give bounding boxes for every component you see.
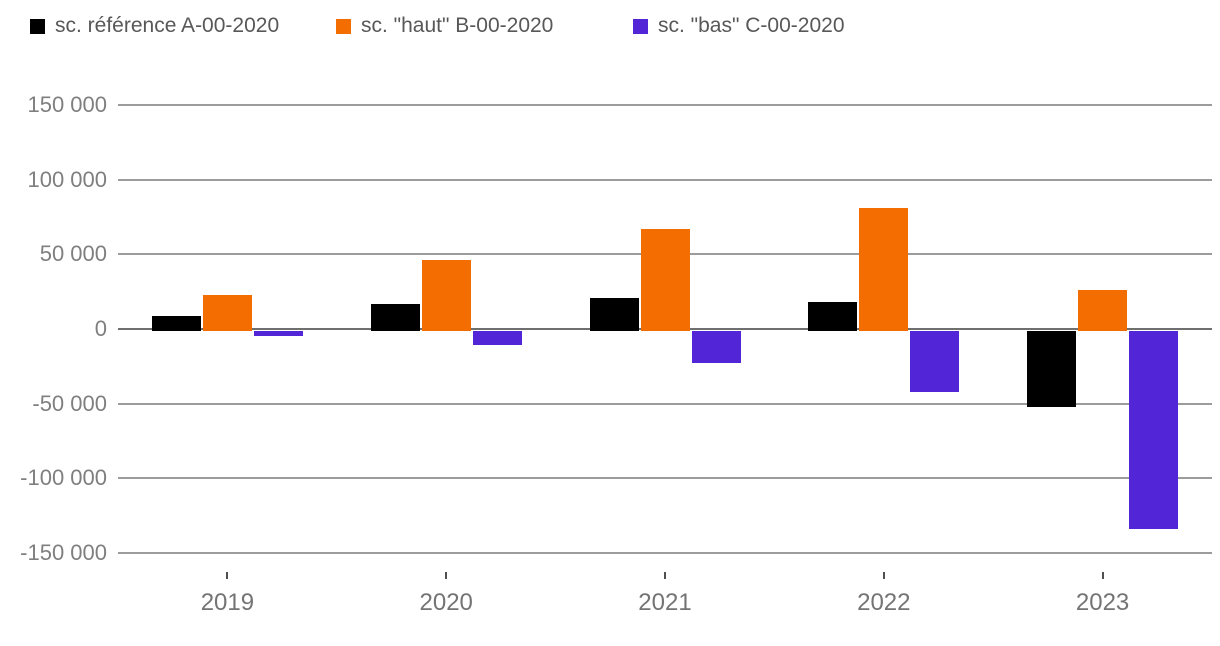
bar-2020-series-1 — [421, 260, 471, 331]
x-axis-label: 2020 — [419, 589, 473, 616]
legend-item-haut: sc. "haut" B-00-2020 — [336, 14, 553, 38]
bar-2019-series-1 — [202, 294, 252, 331]
x-axis-tick — [1101, 572, 1104, 579]
x-axis-label: 2019 — [200, 589, 255, 616]
bar-2023-series-0 — [1027, 331, 1077, 407]
bar-2021-series-0 — [589, 297, 639, 331]
x-axis-label: 2022 — [857, 589, 911, 616]
legend-swatch-reference — [30, 18, 45, 34]
legend-label-haut: sc. "haut" B-00-2020 — [361, 14, 554, 37]
y-axis-label: 50 000 — [39, 241, 107, 267]
bar-2020-series-2 — [472, 331, 522, 346]
bar-2022-series-0 — [808, 302, 858, 331]
bar-2020-series-0 — [370, 303, 420, 331]
y-axis-label: -150 000 — [20, 540, 107, 566]
y-axis-label: 150 000 — [27, 91, 107, 117]
x-axis-label: 2023 — [1075, 589, 1130, 616]
legend-swatch-bas — [633, 18, 648, 34]
x-axis-tick — [664, 572, 666, 579]
bar-2023-series-2 — [1129, 331, 1179, 530]
gridline — [118, 103, 1212, 106]
bar-2022-series-1 — [859, 207, 909, 331]
gridline — [118, 402, 1212, 405]
x-axis-label: 2021 — [638, 589, 692, 616]
bar-2022-series-2 — [910, 331, 960, 392]
bar-2023-series-1 — [1078, 290, 1128, 331]
gridline — [118, 477, 1212, 480]
legend-label-bas: sc. "bas" C-00-2020 — [658, 14, 845, 37]
bar-2021-series-2 — [691, 331, 741, 364]
x-axis-tick — [226, 572, 229, 579]
legend-item-bas: sc. "bas" C-00-2020 — [633, 14, 845, 38]
y-axis-label: -50 000 — [32, 390, 107, 416]
legend-swatch-haut — [336, 18, 351, 34]
y-axis-label: 100 000 — [27, 166, 107, 192]
y-axis-label: 0 — [94, 316, 107, 341]
bar-2019-series-2 — [253, 331, 303, 337]
x-axis-tick — [445, 572, 448, 579]
gridline — [118, 552, 1212, 555]
legend-item-reference: sc. référence A-00-2020 — [30, 14, 279, 38]
legend-label-reference: sc. référence A-00-2020 — [55, 14, 280, 37]
bar-2021-series-1 — [640, 228, 690, 331]
bar-2019-series-0 — [151, 315, 201, 331]
gridline — [118, 178, 1212, 181]
y-axis-label: -100 000 — [20, 465, 107, 491]
x-axis-tick — [882, 572, 885, 579]
